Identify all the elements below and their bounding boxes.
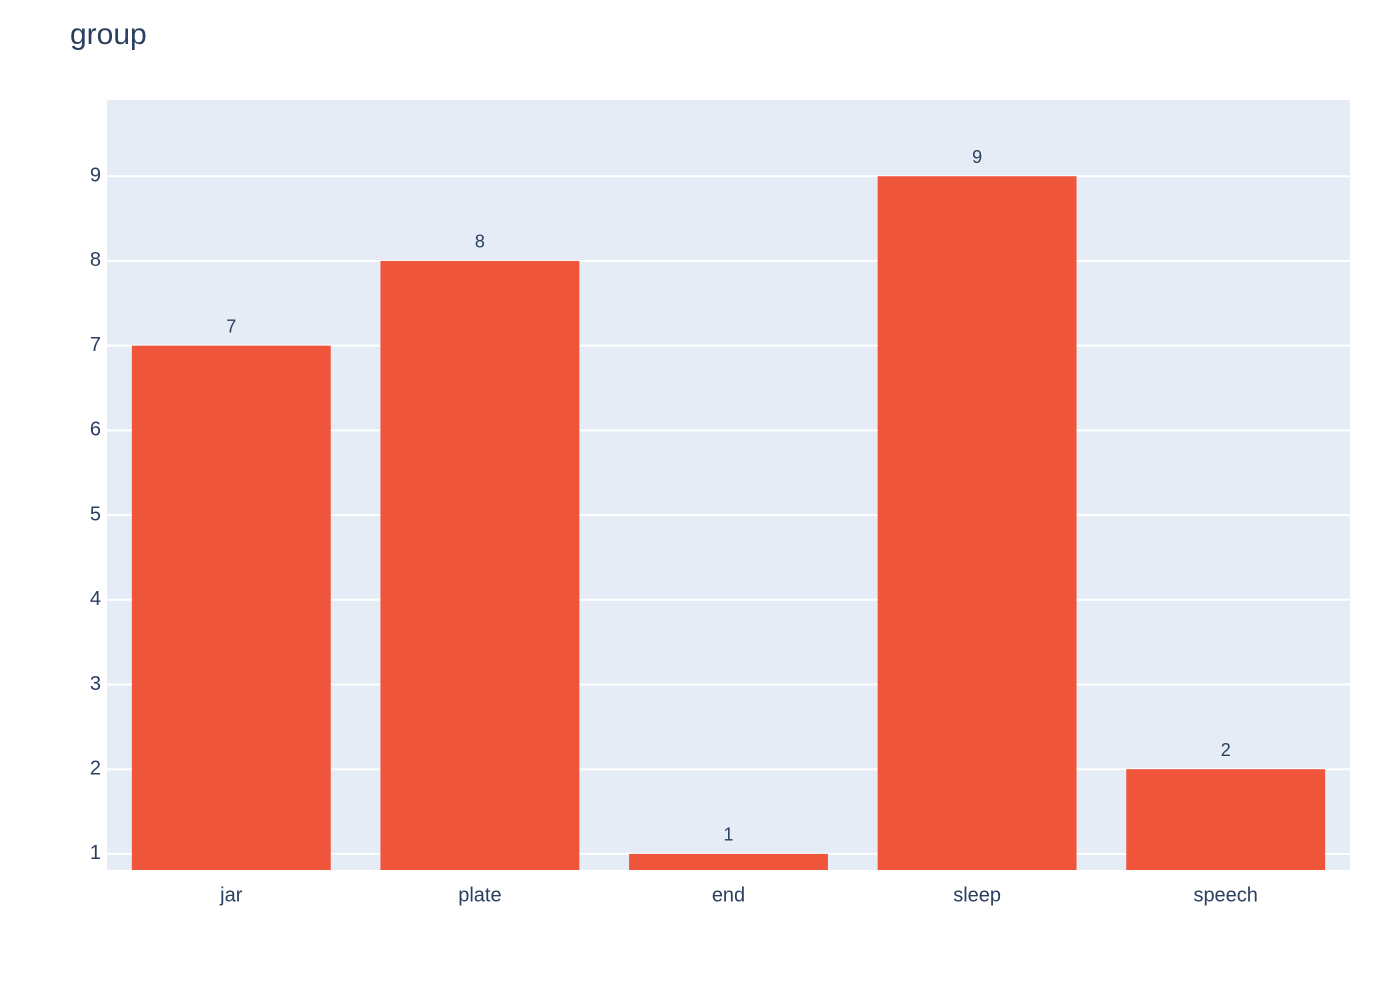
y-tick-label: 9 — [90, 165, 101, 187]
x-tick-label: plate — [458, 884, 501, 906]
x-tick-label: jar — [219, 884, 243, 906]
chart-title: group — [70, 18, 147, 51]
x-tick-label: end — [712, 884, 745, 906]
bar — [629, 853, 828, 870]
value-label: 7 — [226, 316, 236, 336]
value-label: 1 — [723, 825, 733, 845]
y-tick-label: 5 — [90, 503, 101, 525]
y-tick-label: 8 — [90, 249, 101, 271]
value-label: 8 — [475, 232, 485, 252]
y-tick-label: 1 — [90, 842, 101, 864]
y-tick-label: 3 — [90, 673, 101, 695]
bar — [1126, 769, 1326, 870]
x-tick-label: speech — [1193, 884, 1258, 906]
y-tick-label: 7 — [90, 334, 101, 356]
value-label: 9 — [972, 147, 982, 167]
x-tick-label: sleep — [953, 884, 1001, 906]
bar — [380, 260, 580, 870]
y-tick-label: 6 — [90, 419, 101, 441]
y-tick-label: 2 — [90, 757, 101, 779]
value-label: 2 — [1221, 740, 1231, 760]
bar — [877, 176, 1077, 871]
y-tick-label: 4 — [90, 588, 101, 610]
bar — [131, 345, 331, 871]
